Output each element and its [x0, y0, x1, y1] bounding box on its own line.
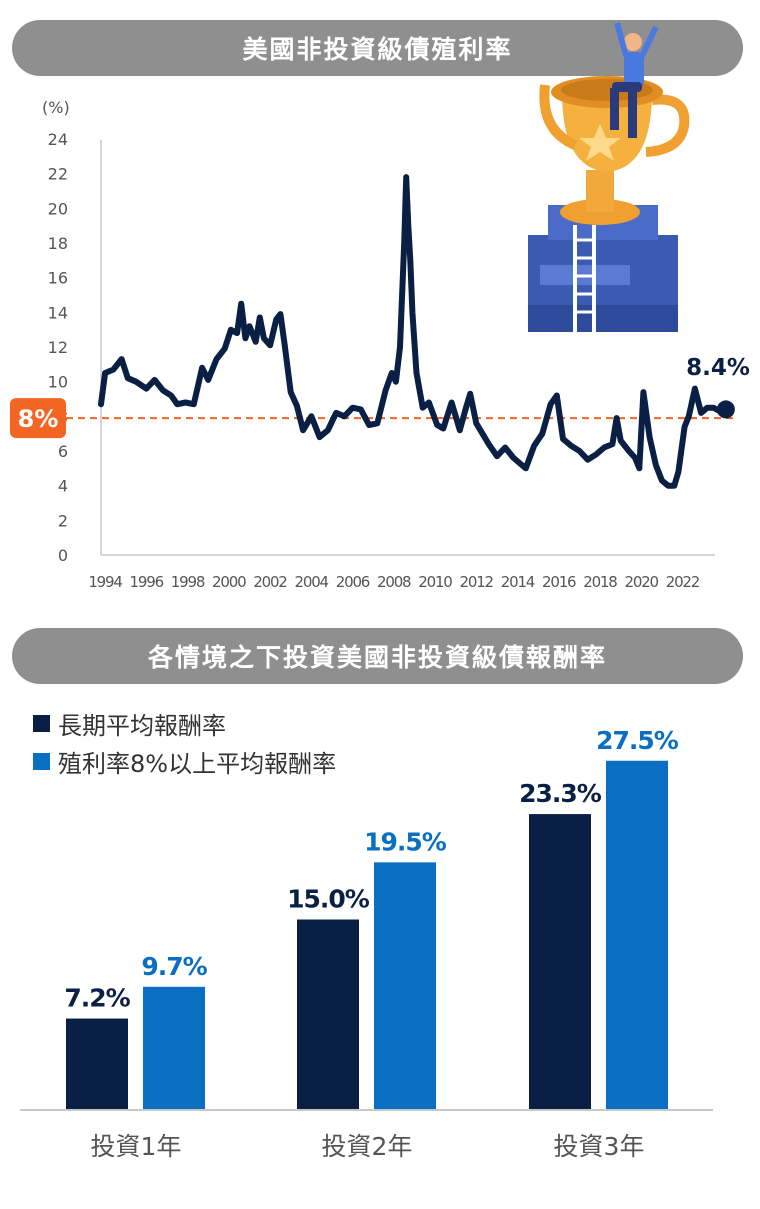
x-tick-label: 2022 — [666, 573, 700, 591]
bar-high-yield — [143, 986, 205, 1110]
bar-value-label: 19.5% — [364, 827, 447, 856]
bar-chart-title: 各情境之下投資美國非投資級債報酬率 — [147, 643, 607, 672]
bar-value-label: 27.5% — [596, 726, 679, 755]
x-tick-label: 2010 — [418, 573, 452, 591]
x-tick-label: 2018 — [583, 573, 617, 591]
y-tick-label: 6 — [58, 442, 68, 461]
bar-high-yield — [606, 760, 668, 1110]
x-tick-label: 2000 — [212, 573, 246, 591]
bar-value-label: 7.2% — [64, 984, 130, 1013]
legend-label-long-term: 長期平均報酬率 — [58, 711, 226, 740]
x-tick-label: 1996 — [130, 573, 164, 591]
y-tick-label: 10 — [48, 373, 68, 392]
y-tick-label: 0 — [58, 546, 68, 565]
y-tick-label: 14 — [48, 303, 68, 322]
bar-high-yield — [374, 862, 436, 1110]
category-label: 投資3年 — [554, 1132, 645, 1161]
legend-item-high-yield: 殖利率8%以上平均報酬率 — [33, 742, 336, 780]
y-tick-label: 4 — [58, 477, 68, 496]
y-tick-label: 18 — [48, 234, 68, 253]
bar-chart-title-banner: 各情境之下投資美國非投資級債報酬率 — [12, 628, 743, 684]
legend-swatch-navy — [33, 714, 50, 732]
bar-value-label: 15.0% — [287, 885, 370, 914]
y-tick-label: 2 — [58, 511, 68, 530]
yield-line — [98, 174, 729, 489]
category-label: 投資2年 — [322, 1132, 413, 1161]
x-tick-label: 2016 — [542, 573, 576, 591]
bar-long-term — [529, 814, 591, 1110]
yield-end-marker — [716, 400, 735, 419]
y-axis-unit: (%) — [42, 98, 70, 117]
y-tick-label: 12 — [48, 338, 68, 357]
reference-badge: 8% — [10, 398, 66, 439]
yield-end-label: 8.4% — [686, 355, 750, 381]
x-tick-label: 2008 — [377, 573, 411, 591]
category-label: 投資1年 — [91, 1132, 182, 1161]
trophy-illustration — [528, 22, 690, 332]
y-tick-label: 16 — [48, 269, 68, 288]
x-tick-label: 2004 — [295, 573, 329, 591]
line-chart: 024681012141618202224 199419961998200020… — [10, 22, 750, 591]
x-tick-label: 1994 — [88, 573, 122, 591]
line-chart-title: 美國非投資級債殖利率 — [242, 35, 513, 64]
y-tick-label: 22 — [48, 165, 68, 184]
x-tick-label: 2006 — [336, 573, 370, 591]
x-tick-label: 1998 — [171, 573, 205, 591]
bar-long-term — [297, 919, 359, 1110]
reference-badge-label: 8% — [18, 405, 59, 433]
bar-legend: 長期平均報酬率 殖利率8%以上平均報酬率 — [33, 704, 336, 780]
x-tick-label: 2012 — [460, 573, 494, 591]
legend-item-long-term: 長期平均報酬率 — [33, 704, 336, 742]
legend-swatch-blue — [33, 752, 50, 770]
y-tick-label: 20 — [48, 199, 68, 218]
bar-value-label: 23.3% — [519, 779, 602, 808]
x-tick-label: 2014 — [501, 573, 535, 591]
bar-value-label: 9.7% — [141, 952, 207, 981]
x-tick-label: 2002 — [253, 573, 287, 591]
bar-long-term — [66, 1018, 128, 1110]
y-tick-label: 24 — [48, 130, 68, 149]
x-tick-label: 2020 — [625, 573, 659, 591]
legend-label-high-yield: 殖利率8%以上平均報酬率 — [58, 749, 337, 778]
